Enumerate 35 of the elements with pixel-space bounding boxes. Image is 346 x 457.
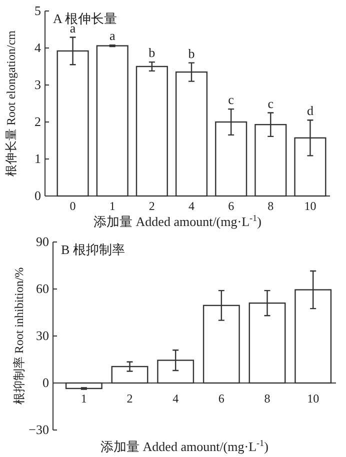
y-tick-label: 5	[34, 3, 41, 18]
x-tick-label: 1	[109, 199, 116, 213]
y-tick-label: 60	[36, 281, 49, 296]
y-tick-label: 2	[34, 114, 41, 129]
y-tick-label: 0	[42, 375, 49, 390]
x-tick-label: 2	[148, 199, 155, 213]
x-tick-label: 6	[228, 199, 234, 213]
x-tick-label: 1	[80, 391, 87, 406]
x-tick-label: 0	[70, 199, 76, 213]
y-tick-label: 3	[34, 77, 41, 92]
x-tick-label: 8	[268, 199, 274, 213]
annotation: d	[306, 103, 314, 118]
y-tick-label: 90	[36, 234, 49, 249]
annotation: c	[268, 96, 274, 111]
chart-title: B 根抑制率	[61, 242, 125, 257]
x-tick-label: 4	[172, 391, 179, 406]
x-tick-label: 6	[218, 391, 224, 406]
y-tick-label: 0	[34, 188, 41, 203]
x-tick-label: 2	[126, 391, 133, 406]
x-axis-title: 添加量 Added amount/(mg·L$^{-1}$)	[100, 438, 268, 454]
annotation: c	[228, 92, 234, 108]
x-tick-label: 8	[264, 391, 270, 406]
x-tick-label: 10	[307, 391, 320, 406]
x-axis-title: 添加量 Added amount/(mg·L$^{-1}$)	[94, 213, 262, 229]
x-tick-label: 10	[304, 199, 316, 213]
y-axis-title: 根伸长量 Root elongation/cm	[4, 30, 18, 176]
y-tick-label: 1	[34, 151, 41, 166]
annotation: b	[148, 45, 156, 60]
y-tick-label: −30	[28, 422, 49, 437]
y-tick-label: 30	[36, 328, 49, 343]
y-tick-label: 4	[34, 40, 42, 55]
x-tick-label: 4	[188, 199, 194, 213]
y-axis-title: 根抑制率 Root inhibition/%	[12, 267, 26, 405]
annotation: b	[188, 46, 195, 61]
annotation: a	[109, 28, 116, 44]
